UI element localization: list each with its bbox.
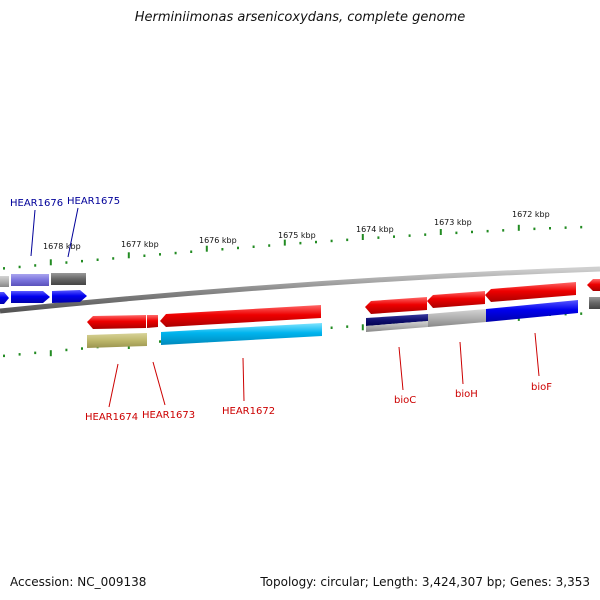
label-leaders — [30, 207, 540, 408]
gene-label-biof[interactable]: bioF — [531, 382, 552, 393]
leader-line — [534, 332, 540, 377]
gene-label-hear1675[interactable]: HEAR1675 — [67, 196, 120, 207]
accession-text: Accession: NC_009138 — [10, 575, 147, 589]
leader-line — [30, 209, 36, 257]
leader-line — [67, 207, 79, 258]
gene-label-bioh[interactable]: bioH — [455, 389, 478, 400]
outer-ruler — [3, 224, 583, 270]
kbp-label: 1677 kbp — [121, 240, 159, 249]
gene-block[interactable] — [428, 309, 486, 327]
gene-arrow[interactable] — [485, 282, 576, 302]
genome-title: Herminiimonas arsenicoxydans, complete g… — [134, 10, 466, 25]
gene-label-bioc[interactable]: bioC — [394, 395, 416, 406]
gene-block[interactable] — [366, 314, 428, 326]
leader-line — [152, 361, 166, 406]
kbp-label: 1675 kbp — [278, 231, 316, 240]
gene-block[interactable] — [486, 300, 578, 322]
kbp-label: 1674 kbp — [356, 225, 394, 234]
gene-block[interactable] — [0, 276, 9, 287]
gene-arrow[interactable] — [427, 291, 485, 308]
leader-line — [459, 341, 464, 385]
kbp-label: 1678 kbp — [43, 242, 81, 251]
gene-block[interactable] — [11, 274, 49, 286]
gene-arrow[interactable] — [147, 315, 158, 328]
gene-arrow[interactable] — [11, 291, 50, 303]
gene-label-hear1676[interactable]: HEAR1676 — [10, 198, 63, 209]
kbp-label: 1673 kbp — [434, 218, 472, 227]
gene-arrow[interactable] — [52, 290, 87, 303]
forward-strand-features — [0, 273, 87, 304]
kbp-label: 1676 kbp — [199, 236, 237, 245]
gene-block[interactable] — [161, 323, 322, 345]
gene-arrow[interactable] — [365, 297, 427, 314]
leader-line — [242, 357, 245, 402]
genome-backbone — [0, 266, 600, 314]
topology-text: Topology: circular; Length: 3,424,307 bp… — [260, 575, 590, 589]
gene-block[interactable] — [366, 321, 428, 332]
gene-arrow[interactable] — [0, 292, 9, 304]
kbp-labels: 1678 kbp 1677 kbp 1676 kbp 1675 kbp 1674… — [43, 210, 550, 251]
gene-arrow[interactable] — [87, 315, 146, 329]
gene-label-hear1674[interactable]: HEAR1674 — [85, 412, 138, 423]
gene-arrow[interactable] — [587, 279, 600, 291]
gene-label-hear1673[interactable]: HEAR1673 — [142, 410, 195, 421]
reverse-strand-features — [87, 279, 600, 348]
gene-label-hear1672[interactable]: HEAR1672 — [222, 406, 275, 417]
leader-line — [108, 363, 119, 408]
gene-labels: HEAR1676 HEAR1675 HEAR1674 HEAR1673 HEAR… — [10, 196, 552, 423]
gene-block[interactable] — [87, 333, 147, 348]
gene-block[interactable] — [51, 273, 86, 285]
gene-arrow[interactable] — [160, 305, 321, 327]
gene-block[interactable] — [589, 297, 600, 309]
kbp-label: 1672 kbp — [512, 210, 550, 219]
leader-line — [398, 346, 404, 391]
